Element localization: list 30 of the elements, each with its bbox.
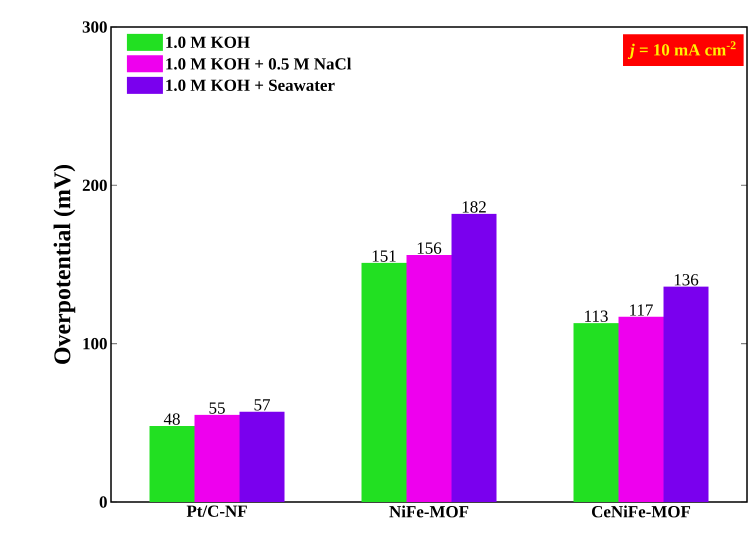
data-label: 55 <box>210 402 225 414</box>
bar <box>362 262 407 502</box>
bar <box>574 323 619 502</box>
annotation: j = 10 mA cm$^{-2}$ <box>628 41 736 60</box>
data-label: 136 <box>674 274 698 286</box>
data-label: 182 <box>462 201 486 213</box>
bar <box>406 254 452 502</box>
bar <box>240 412 285 502</box>
legend-label: 1.0 M KOH + Seawater <box>166 80 335 92</box>
data-label: 156 <box>418 242 442 254</box>
legend-label: 1.0 M KOH <box>166 36 250 48</box>
y-tick-label: 100 <box>83 338 107 350</box>
bar <box>618 316 664 502</box>
data-label: 48 <box>164 413 180 425</box>
y-tick-label: 0 <box>100 496 107 508</box>
bar <box>150 426 195 502</box>
bar <box>452 214 497 502</box>
y-tick-label: 300 <box>82 21 107 33</box>
data-label: 113 <box>585 310 608 322</box>
data-label: 151 <box>372 250 396 262</box>
y-tick-label: 200 <box>82 180 107 192</box>
bar <box>664 286 709 502</box>
data-label: 57 <box>254 399 270 411</box>
x-tick-label: NiFe-MOF <box>389 506 468 518</box>
legend-label: 1.0 M KOH + 0.5 M NaCl <box>166 58 352 70</box>
y-axis-title: Overpotential (mV) <box>54 164 76 364</box>
x-tick-label: CeNiFe-MOF <box>592 506 690 518</box>
data-label: 117 <box>630 304 653 316</box>
bar <box>194 414 240 502</box>
x-tick-label: Pt/C-NF <box>186 506 247 517</box>
